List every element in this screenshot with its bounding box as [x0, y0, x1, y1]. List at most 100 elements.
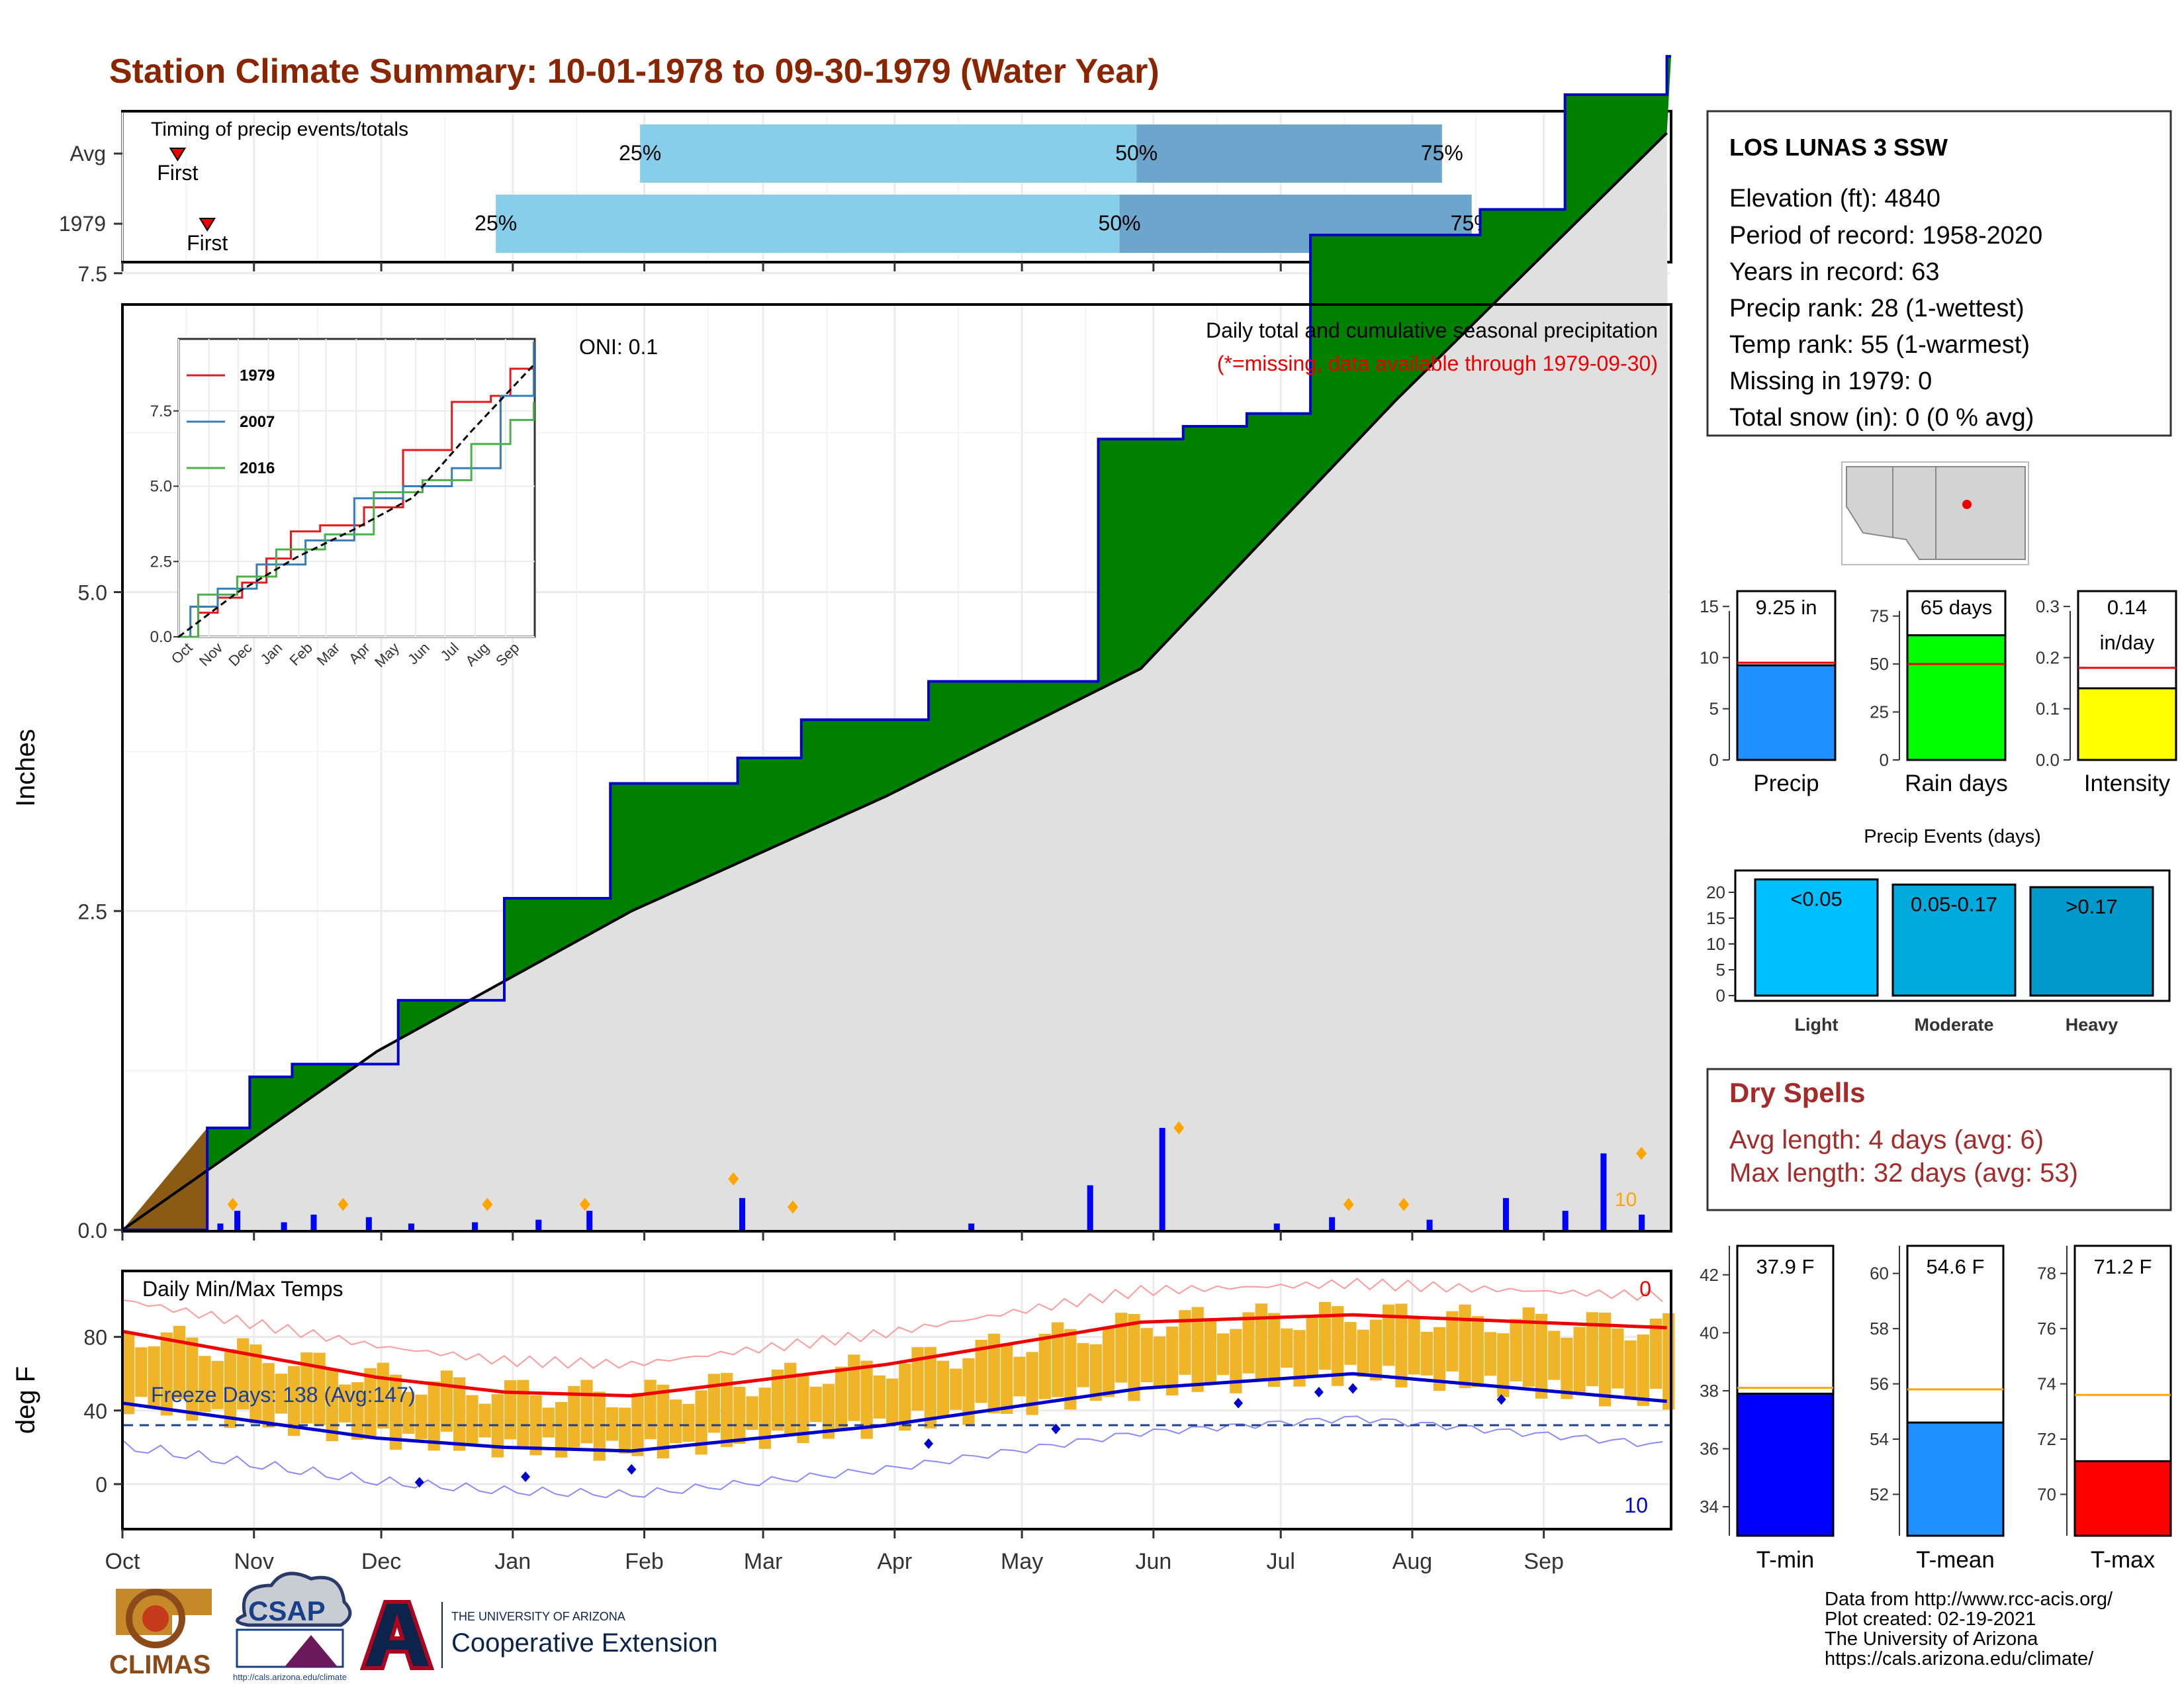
record-event-marker [227, 1197, 238, 1211]
daily-temp-range-bar [338, 1384, 351, 1423]
quartile-label: 75% [1421, 141, 1463, 165]
daily-temp-range-bar [211, 1360, 224, 1409]
record-low-marker [1051, 1423, 1061, 1434]
daily-temp-range-bar [1649, 1318, 1662, 1389]
daily-precip-bar [234, 1211, 241, 1230]
daily-precip-bar [365, 1217, 372, 1230]
y-tick-label: 0 [1709, 750, 1719, 770]
y-tick-label: 34 [1700, 1497, 1719, 1517]
record-high-line [122, 1278, 1663, 1370]
daily-temp-range-bar [733, 1387, 746, 1444]
daily-precip-bar [217, 1223, 224, 1230]
daily-temp-range-bar [300, 1352, 313, 1424]
daily-temp-range-bar [720, 1373, 733, 1448]
record-event-marker [728, 1172, 739, 1186]
y-tick-label: 76 [2037, 1319, 2056, 1338]
daily-precip-bar [408, 1223, 414, 1230]
oni-label: ONI: 0.1 [579, 335, 658, 359]
daily-temp-range-bar [1064, 1329, 1077, 1410]
timing-row-avg: Avg [69, 142, 106, 165]
daily-temp-range-bar [1026, 1352, 1038, 1415]
daily-precip-bar [281, 1222, 287, 1230]
daily-temp-range-bar [1561, 1337, 1573, 1399]
daily-temp-range-bar [160, 1332, 173, 1416]
station-line: Years in record: 63 [1729, 258, 1940, 286]
daily-temp-range-bar [237, 1338, 250, 1410]
csap-logo: CSAP http://cals.arizona.edu/climate [233, 1571, 352, 1682]
record-low-marker [1348, 1383, 1358, 1394]
daily-temp-range-bar [1624, 1340, 1637, 1398]
daily-temp-range-bar [746, 1396, 758, 1430]
daily-temp-range-bar [1369, 1319, 1383, 1381]
daily-temp-range-bar [695, 1390, 707, 1455]
daily-temp-range-bar [135, 1347, 148, 1397]
daily-temp-range-bar [899, 1363, 911, 1431]
y-tick-label: 72 [2037, 1429, 2056, 1449]
record-low-marker [924, 1438, 934, 1449]
daily-precip-bar [1600, 1153, 1607, 1230]
credit-line: Data from http://www.rcc-acis.org/ [1825, 1589, 2113, 1610]
month-label: Oct [105, 1549, 140, 1574]
temp-panel-label: Daily Min/Max Temps [142, 1277, 343, 1301]
daily-temp-range-bar [886, 1378, 899, 1426]
daily-temp-range-bar [364, 1368, 377, 1440]
daily-temp-range-bar [1599, 1313, 1612, 1407]
ua-big-text: Cooperative Extension [451, 1628, 717, 1658]
inset-normal-line [178, 364, 535, 638]
daily-temp-range-bar [580, 1380, 593, 1444]
dry-spells-avg: Avg length: 4 days (avg: 6) [1729, 1125, 2044, 1154]
daily-precip-bar [1562, 1211, 1569, 1230]
y-tick-label: 54 [1870, 1429, 1889, 1449]
events-bar-label: >0.17 [2066, 895, 2117, 918]
temp-bar [2073, 1460, 2172, 1537]
record-low-marker [1314, 1387, 1324, 1397]
daily-temp-range-bar [1586, 1312, 1599, 1386]
summary-bars: 9.25 in Precip 0 5 10 15 65 days Rain days 0 25 50… [1700, 590, 2177, 796]
summary-bar [2077, 687, 2177, 761]
normal-min-line [122, 1372, 1667, 1453]
y-tick-label: 75 [1870, 606, 1889, 626]
daily-temp-range-bar [809, 1386, 822, 1423]
y-tick-label: 2.5 [78, 900, 107, 923]
temp-value-label: 71.2 F [2094, 1255, 2152, 1278]
daily-precip-bar [1159, 1127, 1165, 1230]
record-event-marker [1173, 1121, 1185, 1135]
daily-temp-range-bar [1484, 1332, 1497, 1376]
daily-temp-range-bar [402, 1391, 415, 1434]
quartile-label: 25% [475, 211, 517, 235]
y-tick-label: 0 [1880, 750, 1889, 770]
record-low-marker [414, 1477, 424, 1488]
daily-temp-range-bar [1497, 1333, 1510, 1397]
daily-temp-range-bar [173, 1325, 186, 1399]
min-record-count: 10 [1624, 1493, 1648, 1517]
daily-temp-range-bar [606, 1407, 619, 1441]
daily-temp-range-bar [1420, 1331, 1433, 1376]
y-tick-label: 25 [1870, 702, 1889, 722]
month-label: Dec [361, 1549, 401, 1574]
summary-bar-name: Precip [1753, 771, 1819, 796]
inset-legend-label: 2007 [240, 413, 275, 431]
daily-precip-bar [1502, 1197, 1509, 1230]
quartile-label: 50% [1115, 141, 1158, 165]
summary-bar [1906, 634, 2007, 761]
daily-temp-range-bar [1089, 1344, 1102, 1401]
station-line: Total snow (in): 0 (0 % avg) [1729, 404, 2034, 432]
daily-temp-range-bar [1510, 1319, 1522, 1382]
y-tick-label: 58 [1870, 1319, 1889, 1338]
y-tick-label: 0.0 [78, 1219, 107, 1243]
daily-temp-range-bar [288, 1366, 300, 1436]
daily-temp-range-bar [389, 1374, 402, 1450]
record-low-marker [1496, 1394, 1506, 1405]
daily-temp-range-bar [1522, 1307, 1535, 1387]
daily-temp-range-bar [1459, 1304, 1471, 1388]
y-tick-label: 40 [1700, 1323, 1719, 1342]
y-tick-label: 0 [1716, 986, 1725, 1006]
month-axis: Oct Nov Dec Jan Feb Mar Apr May Jun Jul Aug Sep [105, 1231, 1564, 1574]
daily-temp-range-bar [415, 1394, 428, 1439]
station-info-box: LOS LUNAS 3 SSW Elevation (ft): 4840 Per… [1706, 110, 2172, 437]
station-line: Temp rank: 55 (1-warmest) [1729, 331, 2030, 359]
record-event-marker [1636, 1147, 1647, 1160]
daily-precip-bar [586, 1211, 593, 1230]
daily-temp-range-bar [1191, 1307, 1204, 1392]
normal-max-line [122, 1313, 1667, 1398]
